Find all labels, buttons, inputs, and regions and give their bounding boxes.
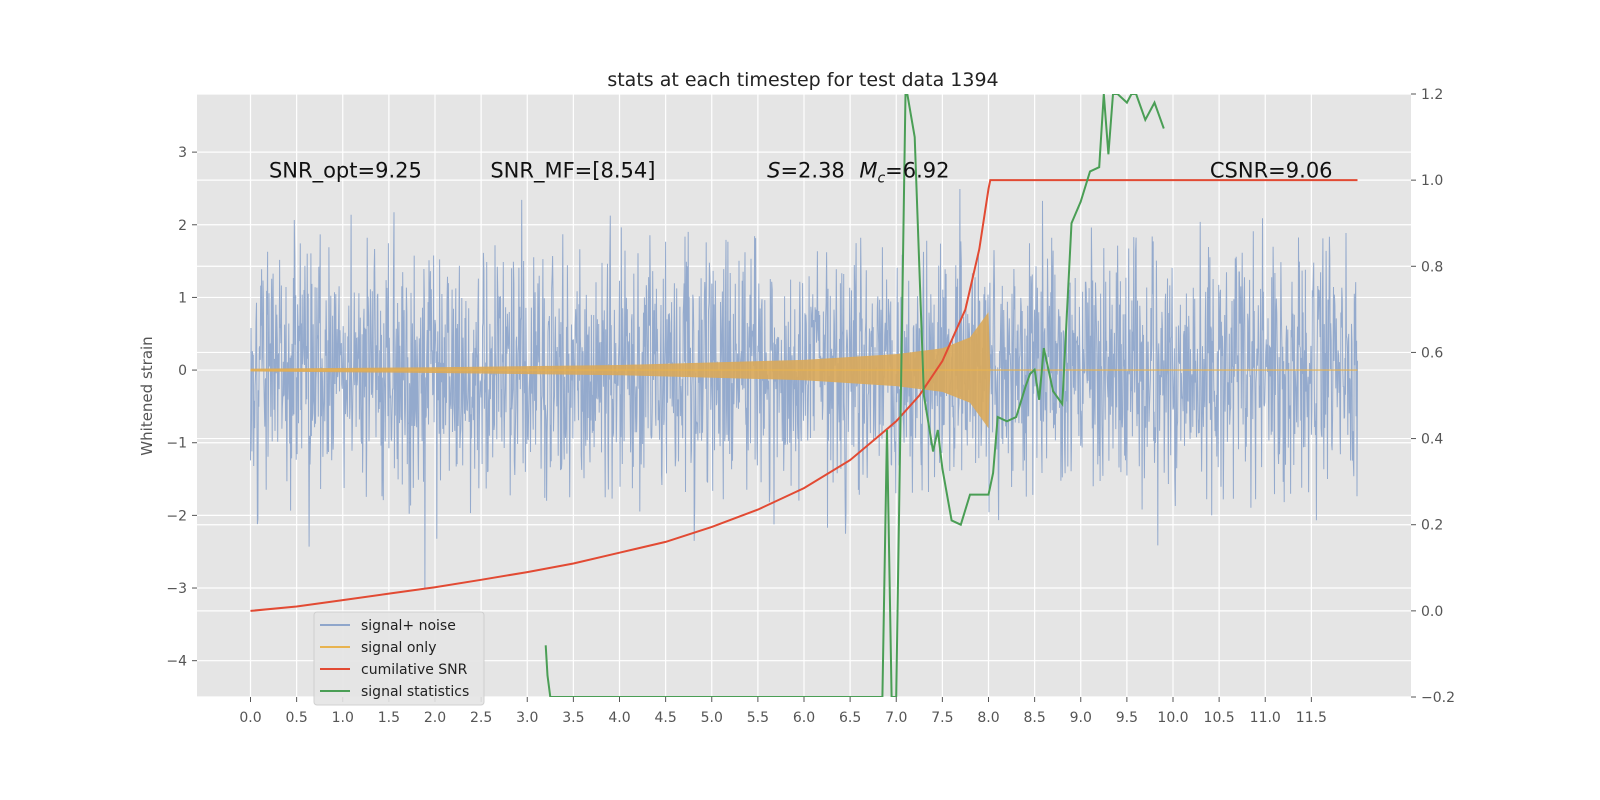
x-tick-label: 5.0 — [701, 710, 723, 726]
x-tick-label: 6.0 — [793, 710, 815, 726]
x-tick-label: 4.0 — [608, 710, 630, 726]
cumulative-snr-line — [250, 179, 1358, 612]
legend: signal+ noise signal only cumilative SNR si… — [313, 611, 485, 706]
y-tick-label: 1 — [178, 290, 187, 306]
signal-statistics-line — [544, 94, 1165, 697]
legend-label: cumilative SNR — [361, 662, 468, 678]
y-axis-label: Whitened strain — [138, 336, 156, 455]
x-tick-label: 0.0 — [239, 710, 261, 726]
x-tick-label: 1.0 — [332, 710, 354, 726]
x-tick-label: 0.5 — [285, 710, 307, 726]
y2-axis-ticks: 1.2 1.0 0.8 0.6 0.4 0.2 0.0 −0.2 — [1411, 87, 1455, 706]
x-tick-label: 6.5 — [839, 710, 861, 726]
x-tick-label: 3.5 — [562, 710, 584, 726]
x-tick-label: 11.0 — [1250, 710, 1281, 726]
x-tick-label: 2.5 — [470, 710, 492, 726]
legend-label: signal statistics — [361, 684, 469, 700]
annotations: SNR_opt=9.25 SNR_MF=[8.54] S=2.38 Mc=6.92 CS… — [269, 158, 1333, 186]
y-tick-label: 2 — [178, 218, 187, 234]
y-tick-label: −2 — [166, 508, 187, 524]
legend-label: signal+ noise — [361, 618, 456, 634]
legend-label: signal only — [361, 640, 436, 656]
legend-box — [313, 611, 485, 706]
annotation-text: S=2.38 — [767, 158, 845, 182]
y2-tick-label: −0.2 — [1421, 690, 1455, 706]
y2-tick-label: 1.2 — [1421, 87, 1443, 103]
x-tick-label: 3.0 — [516, 710, 538, 726]
y2-tick-label: 0.2 — [1421, 518, 1443, 534]
y-tick-label: −4 — [166, 654, 187, 670]
y-tick-label: −1 — [166, 436, 187, 452]
x-axis-ticks: 0.0 0.5 1.0 1.5 2.0 2.5 3.0 3.5 4.0 4.5 5.0 5.5 6.0 6… — [239, 697, 1327, 726]
y2-tick-label: 0.6 — [1421, 345, 1443, 361]
annotation-text: SNR_opt=9.25 — [269, 158, 422, 183]
y2-tick-label: 0.4 — [1421, 432, 1443, 448]
x-tick-label: 10.0 — [1157, 710, 1188, 726]
y2-tick-label: 1.0 — [1421, 173, 1443, 189]
annotation-text: CSNR=9.06 — [1210, 158, 1333, 182]
x-tick-label: 8.5 — [1023, 710, 1045, 726]
y-tick-label: −3 — [166, 581, 187, 597]
x-tick-label: 8.0 — [977, 710, 999, 726]
signal-statistics-series — [544, 94, 1165, 697]
annotation-text: Mc=6.92 — [859, 158, 949, 186]
x-tick-label: 10.5 — [1204, 710, 1235, 726]
y2-tick-label: 0.8 — [1421, 259, 1443, 275]
y-axis-ticks: 3 2 1 0 −1 −2 −3 −4 — [166, 145, 197, 670]
chart-title: stats at each timestep for test data 139… — [607, 69, 998, 91]
x-tick-label: 11.5 — [1296, 710, 1327, 726]
cumulative-snr-series — [250, 179, 1358, 612]
y-tick-label: 3 — [178, 145, 187, 161]
x-tick-label: 1.5 — [378, 710, 400, 726]
signal-only-series — [250, 312, 1358, 429]
x-tick-label: 9.5 — [1116, 710, 1138, 726]
y2-tick-label: 0.0 — [1421, 604, 1443, 620]
x-tick-label: 9.0 — [1070, 710, 1092, 726]
x-tick-label: 4.5 — [654, 710, 676, 726]
x-tick-label: 2.0 — [424, 710, 446, 726]
y-tick-label: 0 — [178, 363, 187, 379]
x-tick-label: 7.0 — [885, 710, 907, 726]
annotation-text: SNR_MF=[8.54] — [490, 158, 655, 183]
x-tick-label: 5.5 — [747, 710, 769, 726]
x-tick-label: 7.5 — [931, 710, 953, 726]
